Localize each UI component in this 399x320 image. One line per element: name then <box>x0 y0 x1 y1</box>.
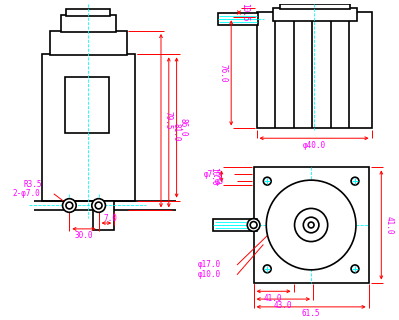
Bar <box>67 9 110 16</box>
Text: R3.5: R3.5 <box>23 180 41 188</box>
Circle shape <box>308 222 314 228</box>
Circle shape <box>247 219 260 231</box>
Bar <box>50 31 127 55</box>
Bar <box>257 12 371 129</box>
Circle shape <box>95 202 102 209</box>
Bar <box>254 167 369 283</box>
Text: 76.0: 76.0 <box>219 64 228 82</box>
Text: 43.0: 43.0 <box>274 301 292 310</box>
Text: 2-φ7.0: 2-φ7.0 <box>13 189 40 198</box>
Bar <box>273 8 357 21</box>
Bar <box>42 54 135 201</box>
Circle shape <box>250 221 257 228</box>
Circle shape <box>294 208 328 242</box>
Circle shape <box>263 177 271 185</box>
Text: 81.0: 81.0 <box>171 123 180 142</box>
Circle shape <box>263 265 271 273</box>
Text: 10.5: 10.5 <box>240 3 249 22</box>
Circle shape <box>266 180 356 270</box>
Bar <box>280 4 350 9</box>
Text: 79.5: 79.5 <box>163 111 172 130</box>
Text: 86.0: 86.0 <box>179 118 188 137</box>
Bar <box>93 201 114 230</box>
Text: 30.0: 30.0 <box>75 231 93 240</box>
Bar <box>213 219 257 231</box>
Circle shape <box>351 265 359 273</box>
Circle shape <box>303 217 319 233</box>
Text: φ17.0: φ17.0 <box>198 260 221 269</box>
Circle shape <box>351 177 359 185</box>
Bar <box>217 13 259 25</box>
Circle shape <box>66 202 73 209</box>
Bar <box>61 15 116 32</box>
Text: 7.0: 7.0 <box>103 214 117 223</box>
Text: φ40.0: φ40.0 <box>302 140 326 149</box>
Circle shape <box>63 199 76 212</box>
Circle shape <box>92 199 105 212</box>
Text: 41.0: 41.0 <box>264 294 282 303</box>
Text: φ10.0: φ10.0 <box>198 270 221 279</box>
Text: φ5: φ5 <box>215 177 224 186</box>
Bar <box>65 77 109 133</box>
Text: φ7.5: φ7.5 <box>203 170 222 179</box>
Text: 61.5: 61.5 <box>302 309 320 318</box>
Text: 10.0: 10.0 <box>209 167 218 186</box>
Text: 41.0: 41.0 <box>385 216 393 234</box>
